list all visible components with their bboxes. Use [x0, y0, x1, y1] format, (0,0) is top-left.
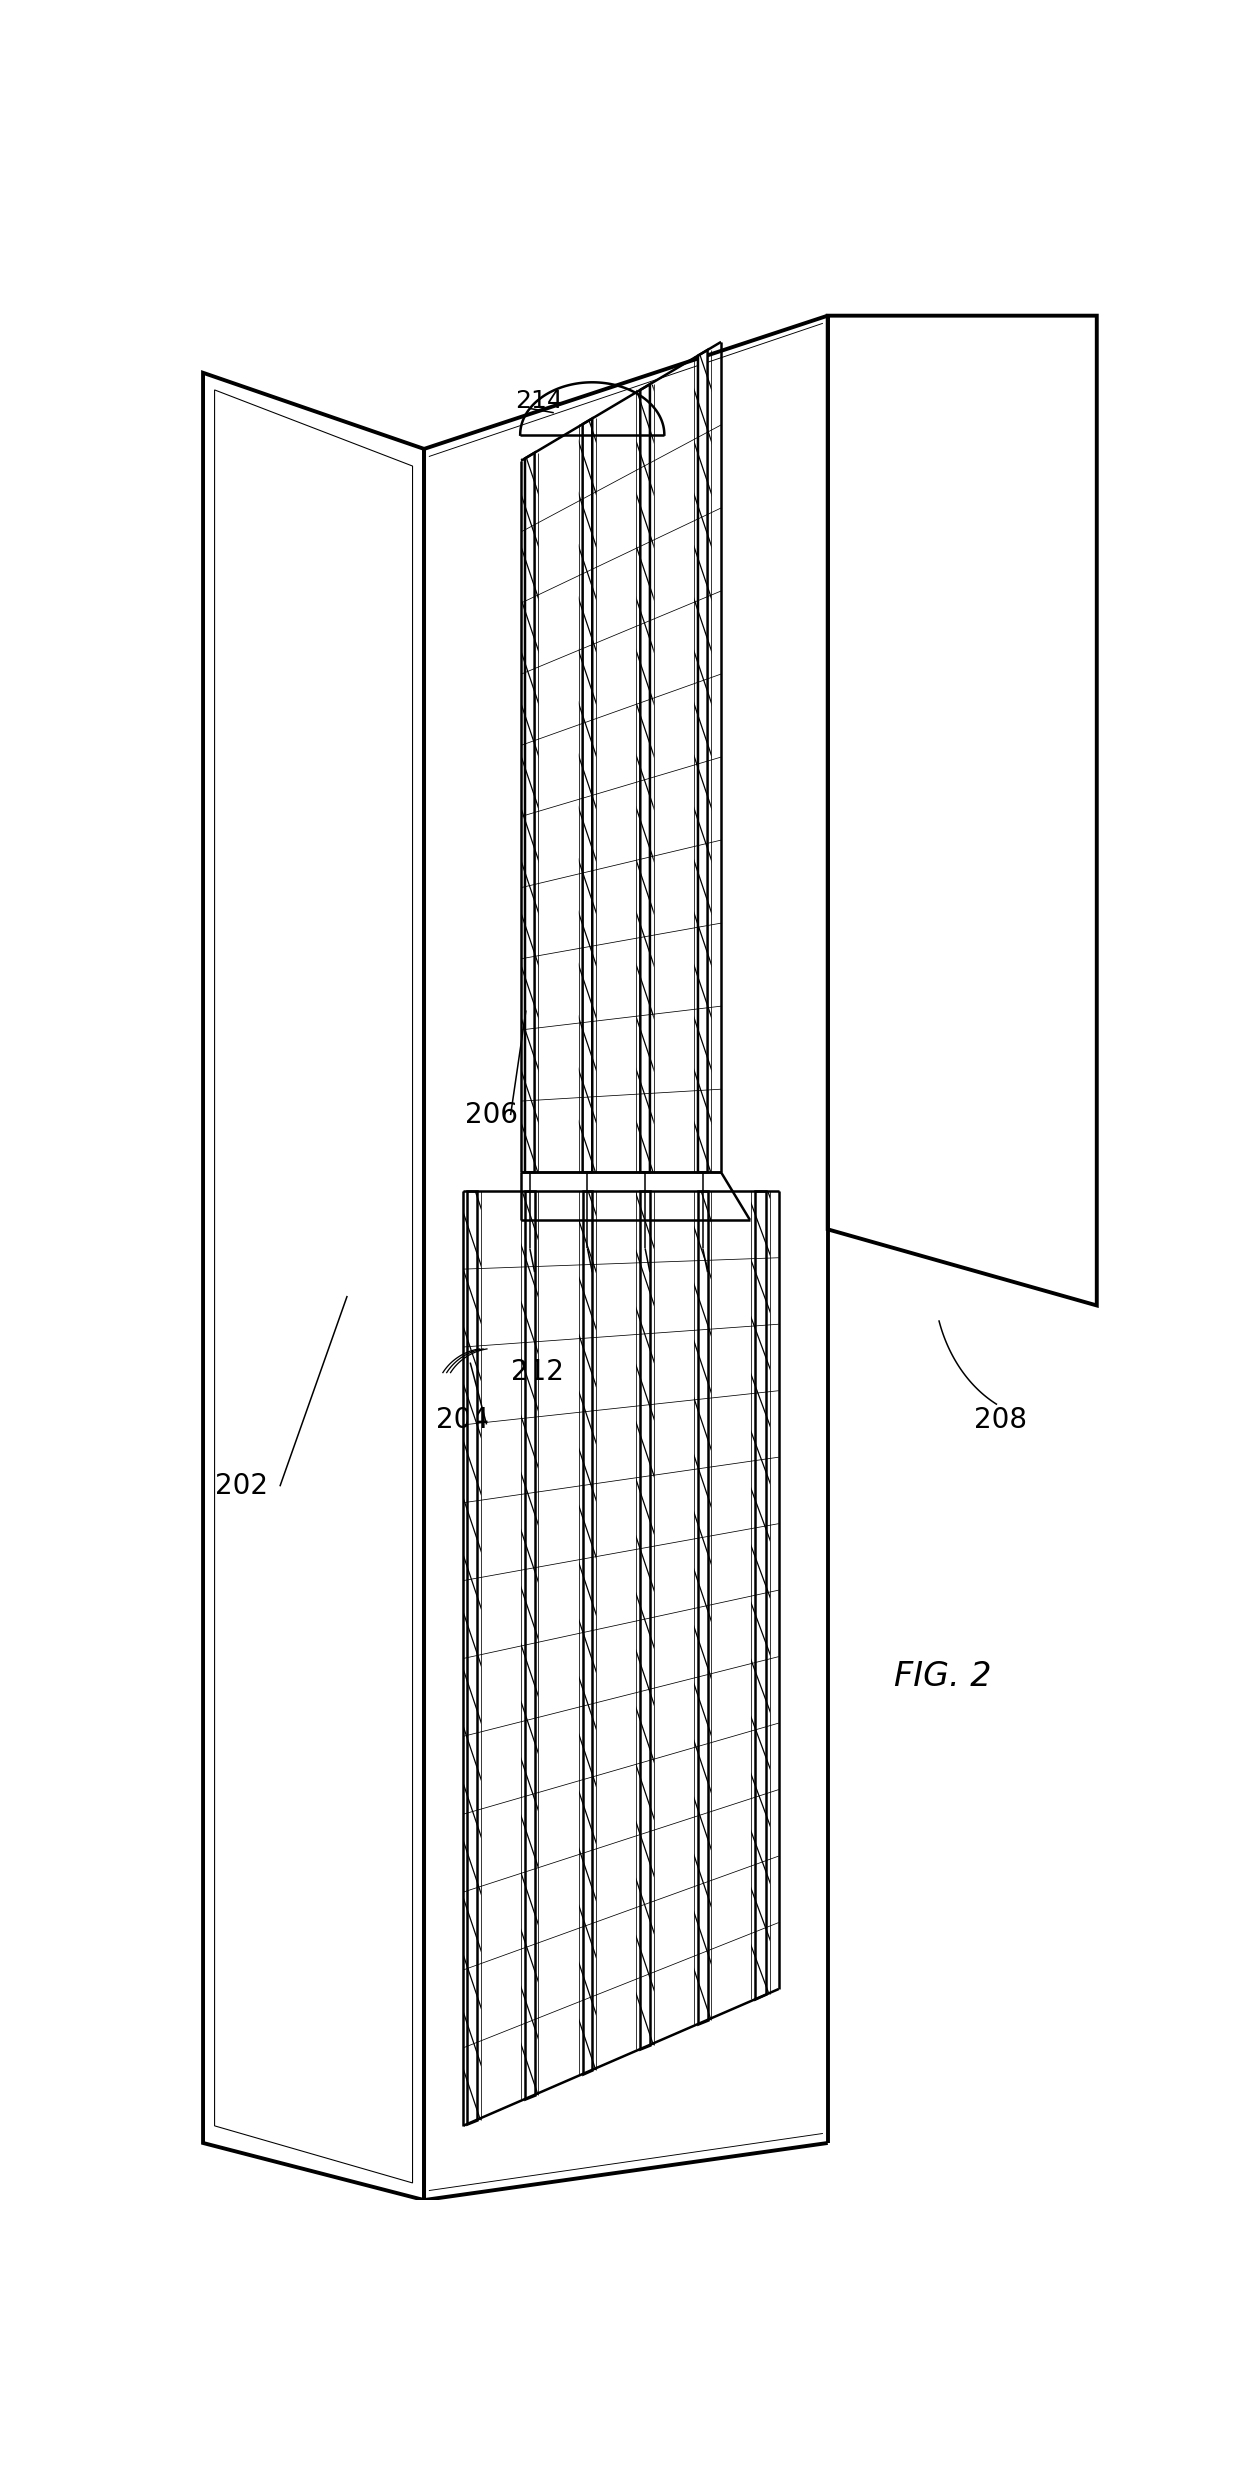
Polygon shape — [640, 383, 650, 1172]
Text: 204: 204 — [436, 1407, 489, 1434]
Text: 212: 212 — [511, 1357, 563, 1387]
Text: 202: 202 — [215, 1473, 268, 1501]
Polygon shape — [640, 1192, 650, 2049]
Polygon shape — [583, 418, 593, 1172]
Polygon shape — [467, 1192, 477, 2123]
Polygon shape — [583, 1192, 593, 2074]
Polygon shape — [755, 1192, 766, 2000]
Text: 208: 208 — [975, 1407, 1027, 1434]
Polygon shape — [525, 1192, 534, 2099]
Polygon shape — [203, 373, 424, 2200]
Text: FIG. 2: FIG. 2 — [894, 1661, 992, 1693]
Text: 206: 206 — [465, 1100, 518, 1130]
Text: 214: 214 — [516, 388, 563, 413]
Polygon shape — [525, 452, 534, 1172]
Polygon shape — [698, 351, 708, 1172]
Polygon shape — [698, 1192, 708, 2025]
Polygon shape — [828, 316, 1097, 1305]
